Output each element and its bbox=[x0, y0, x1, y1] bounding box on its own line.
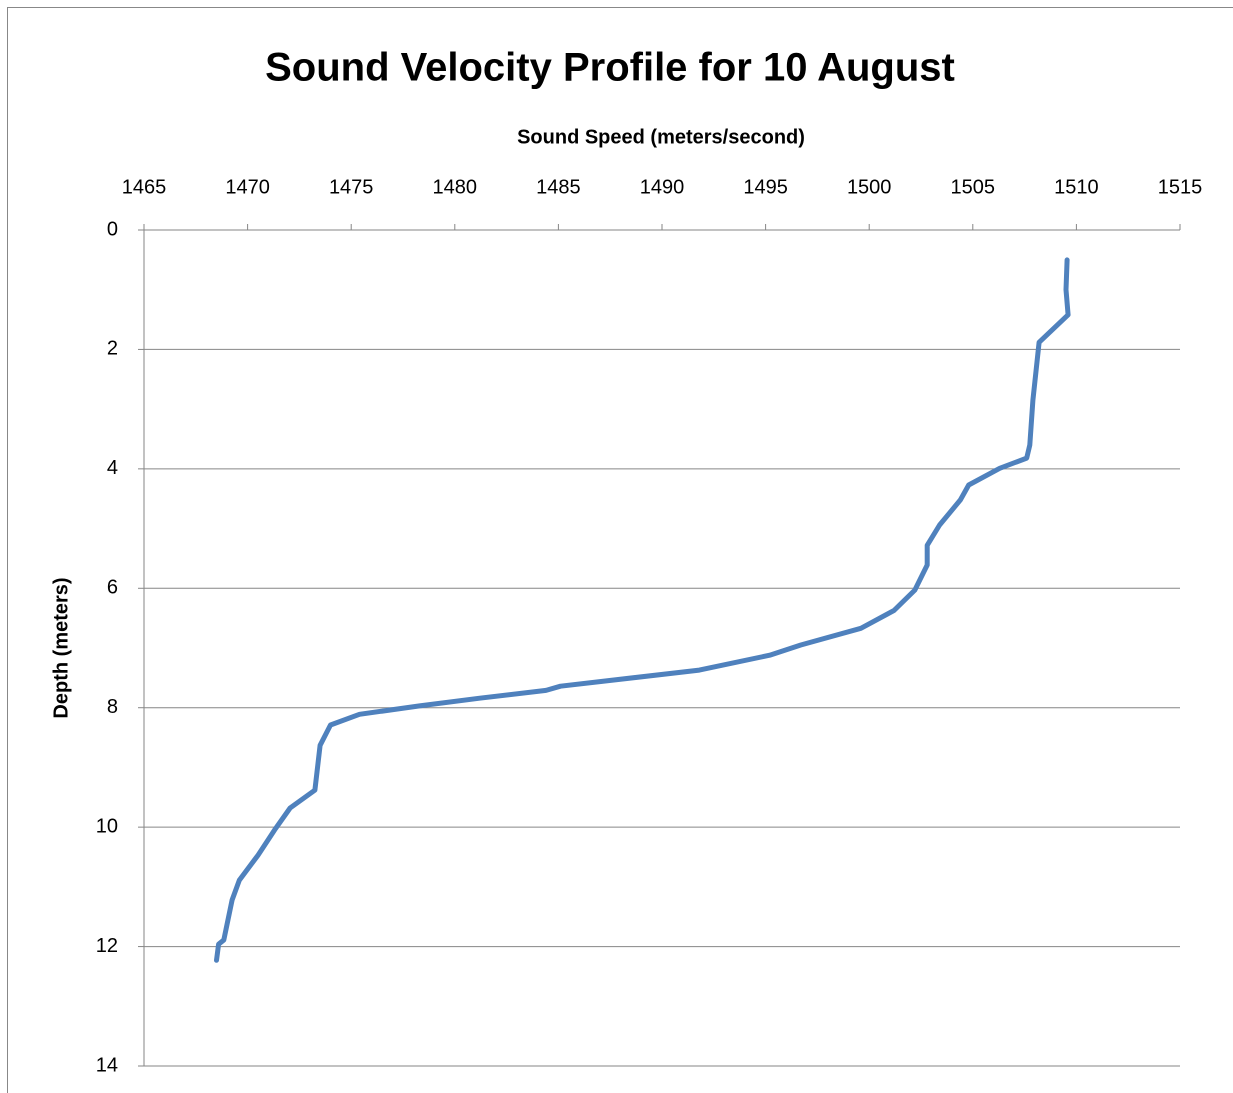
x-tick-label: 1495 bbox=[743, 176, 788, 198]
y-tick-label: 8 bbox=[107, 696, 118, 718]
y-tick-label: 4 bbox=[107, 457, 118, 479]
x-tick-label: 1515 bbox=[1158, 176, 1203, 198]
x-tick-label: 1490 bbox=[640, 176, 685, 198]
data-line bbox=[214, 257, 1071, 963]
x-tick-label: 1465 bbox=[122, 176, 167, 198]
y-tick-label: 2 bbox=[107, 338, 118, 360]
x-tick-label: 1480 bbox=[433, 176, 478, 198]
x-tick-label: 1500 bbox=[847, 176, 892, 198]
y-tick-label: 10 bbox=[96, 815, 118, 837]
x-tick-label: 1485 bbox=[536, 176, 581, 198]
chart-frame bbox=[7, 7, 1233, 1093]
x-axis-label: Sound Speed (meters/second) bbox=[517, 126, 805, 148]
x-tick-label: 1475 bbox=[329, 176, 374, 198]
y-tick-label: 12 bbox=[96, 935, 118, 957]
y-axis-label: Depth (meters) bbox=[50, 577, 72, 718]
chart-title: Sound Velocity Profile for 10 August bbox=[265, 46, 955, 90]
x-tick-label: 1510 bbox=[1054, 176, 1099, 198]
y-tick-label: 0 bbox=[107, 218, 118, 240]
y-tick-label: 14 bbox=[96, 1054, 118, 1076]
x-tick-label: 1470 bbox=[225, 176, 270, 198]
y-tick-label: 6 bbox=[107, 577, 118, 599]
x-tick-label: 1505 bbox=[951, 176, 996, 198]
